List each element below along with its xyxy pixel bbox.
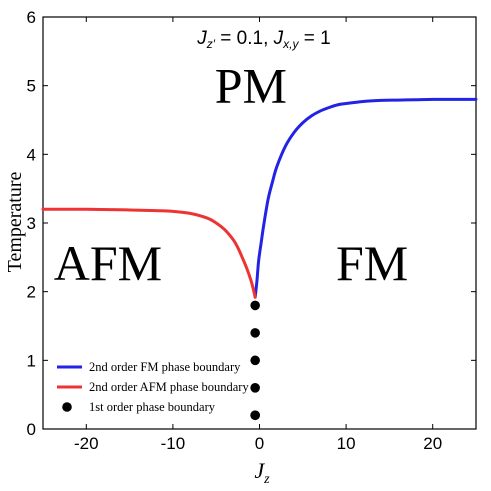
title-j1-sub: z′ — [206, 37, 216, 51]
title-j2: J — [273, 28, 284, 49]
region-label-fm: FM — [336, 235, 408, 291]
y-tick-label: 4 — [27, 145, 36, 164]
x-tick-label: 20 — [423, 434, 442, 453]
x-axis-title: Jz — [254, 458, 270, 487]
series-line-1 — [41, 207, 257, 299]
x-tick-label: -20 — [74, 434, 99, 453]
ticks-layer: -20 -10 0 10 20 0 1 2 3 4 5 6 — [27, 8, 476, 453]
legend-label: 2nd order AFM phase boundary — [89, 380, 249, 394]
legend-label: 1st order phase boundary — [89, 400, 216, 414]
y-axis-title: Temperature — [4, 171, 26, 272]
legend: 2nd order FM phase boundary 2nd order AFM… — [57, 360, 249, 414]
first-order-point — [250, 355, 260, 366]
chart-title: Jz′ = 0.1, Jx,y = 1 — [196, 28, 330, 51]
x-axis-title-main: J — [254, 458, 265, 483]
x-tick-label: 0 — [255, 434, 264, 453]
legend-swatch-dot — [62, 402, 72, 412]
legend-label: 2nd order FM phase boundary — [89, 360, 241, 374]
title-eq1: = 0.1, — [215, 28, 274, 49]
first-order-point — [250, 328, 260, 338]
title-j1: J — [196, 28, 207, 49]
first-order-point — [250, 410, 260, 421]
y-tick-label: 1 — [27, 351, 36, 370]
y-tick-label: 2 — [27, 283, 36, 302]
x-tick-label: 10 — [337, 434, 356, 453]
x-axis-title-sub: z — [263, 472, 270, 487]
first-order-point — [250, 383, 260, 393]
y-tick-label: 0 — [27, 420, 36, 439]
series-line-0 — [253, 97, 478, 299]
y-tick-label: 3 — [27, 214, 36, 233]
region-label-pm: PM — [215, 58, 287, 114]
region-labels: PM AFM FM — [54, 58, 408, 291]
title-j2-sub: x,y — [282, 37, 299, 51]
first-order-point — [250, 300, 260, 311]
title-eq2: = 1 — [298, 28, 330, 49]
series-layer — [41, 97, 478, 421]
x-tick-label: -10 — [161, 434, 186, 453]
y-tick-label: 6 — [27, 8, 36, 27]
y-tick-label: 5 — [27, 77, 36, 96]
region-label-afm: AFM — [54, 235, 162, 291]
